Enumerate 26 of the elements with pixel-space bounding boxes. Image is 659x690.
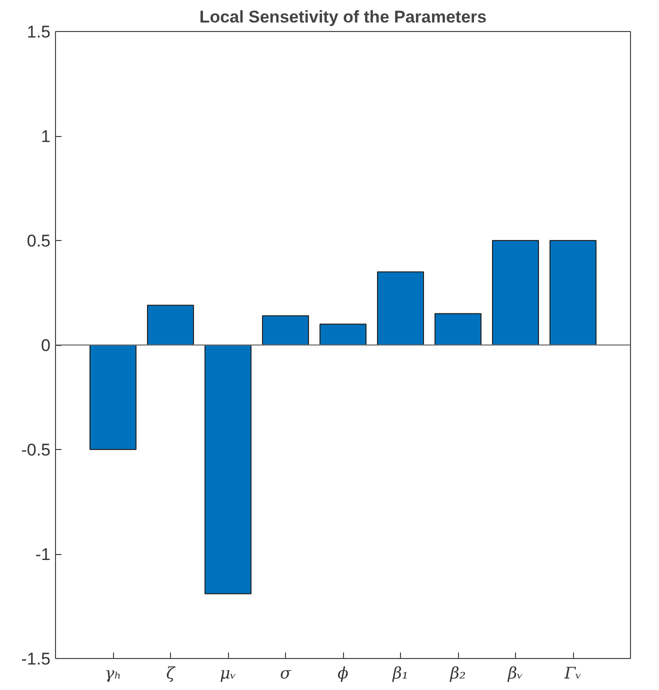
bar — [434, 313, 482, 346]
y-tick-label: 1.5 — [26, 22, 51, 42]
bar — [90, 344, 136, 450]
bar — [262, 315, 309, 346]
y-tick-label: 0 — [41, 336, 51, 355]
y-tick-label: 1 — [41, 127, 51, 146]
y-tick-label: 0.5 — [26, 232, 51, 250]
y-tick-label: -1.5 — [21, 650, 51, 668]
x-tick-label: β₁ — [392, 664, 408, 682]
bar — [377, 271, 424, 346]
y-tick-label: -1 — [35, 545, 51, 564]
bar — [204, 344, 252, 594]
bar — [320, 324, 366, 346]
bar — [550, 240, 596, 346]
x-tick-label: γₕ — [104, 664, 122, 682]
bar — [147, 304, 194, 346]
x-tick-label: μᵥ — [220, 664, 236, 682]
chart-title: Local Sensetivity of the Parameters — [199, 8, 487, 26]
x-tick-label: Γᵥ — [563, 664, 582, 682]
x-tick-label: σ — [280, 664, 292, 682]
x-tick-label: ζ — [166, 664, 176, 682]
x-tick-label: ϕ — [338, 664, 349, 682]
x-tick-label: β₂ — [449, 664, 466, 682]
bar — [492, 240, 539, 346]
y-tick-label: -0.5 — [21, 440, 51, 460]
x-tick-label: βᵥ — [506, 664, 524, 682]
